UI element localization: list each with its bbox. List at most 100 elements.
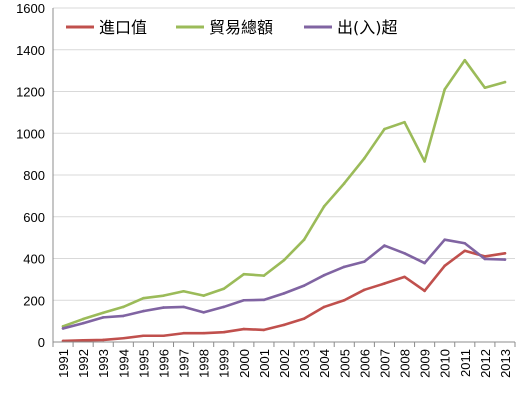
data-point-2-1993	[101, 316, 105, 319]
data-point-1-2009	[423, 160, 426, 163]
data-point-2-2012	[483, 257, 487, 261]
data-point-0-1999	[222, 330, 226, 334]
series-layer	[61, 58, 507, 343]
data-point-1-1993	[101, 311, 105, 315]
y-tick-label-600: 600	[23, 210, 45, 225]
data-point-2-1991	[61, 327, 65, 330]
series-line-1	[61, 58, 507, 328]
data-point-1-1997	[182, 289, 185, 293]
y-tick-label-200: 200	[23, 293, 45, 308]
data-point-1-2003	[302, 238, 306, 242]
data-point-2-1995	[142, 309, 145, 313]
data-point-0-1993	[101, 338, 105, 342]
x-tick-label-2006: 2006	[357, 349, 372, 378]
x-tick-label-1997: 1997	[177, 349, 192, 378]
axis-layer: 0 200 400 600 800 1000 1200 1400 1600 1991 1992 199…	[16, 1, 516, 378]
x-tick-label-1991: 1991	[56, 349, 71, 378]
data-point-2-2002	[282, 292, 286, 295]
data-point-2-2011	[463, 241, 467, 245]
x-tick-label-1995: 1995	[136, 349, 151, 378]
data-point-1-2010	[443, 88, 446, 91]
data-point-0-2004	[322, 305, 326, 309]
legend-label-2: 出(入)超	[337, 18, 398, 37]
data-point-1-1995	[142, 296, 145, 300]
data-point-2-2001	[262, 298, 266, 302]
x-tick-label-2001: 2001	[257, 349, 272, 378]
data-point-0-2005	[342, 298, 346, 302]
data-point-1-2012	[483, 86, 487, 90]
x-tick-label-2009: 2009	[418, 349, 433, 378]
data-point-2-1998	[202, 311, 205, 314]
data-point-1-1998	[202, 294, 205, 297]
x-tick-label-2002: 2002	[277, 349, 292, 378]
data-point-2-2000	[242, 298, 246, 302]
data-point-0-1998	[202, 331, 205, 335]
x-tick-label-1994: 1994	[116, 349, 131, 378]
data-point-0-1994	[122, 336, 125, 340]
legend-label-1: 貿易總額	[209, 18, 273, 37]
data-point-0-2006	[363, 288, 366, 292]
data-point-1-1994	[122, 305, 125, 309]
data-point-0-2010	[443, 264, 446, 268]
x-tick-label-2008: 2008	[398, 349, 413, 378]
data-point-0-2008	[403, 275, 406, 279]
series-line-0	[61, 249, 507, 343]
data-point-2-2006	[363, 260, 366, 263]
data-point-2-1996	[162, 306, 165, 309]
legend: 進口值 貿易總額 出(入)超	[66, 18, 398, 37]
data-point-0-2013	[503, 251, 507, 255]
data-point-0-1997	[182, 331, 185, 335]
data-point-0-2000	[242, 327, 246, 331]
y-tick-label-0: 0	[38, 335, 45, 350]
data-point-1-1992	[81, 317, 85, 321]
data-point-1-2007	[383, 127, 386, 131]
data-point-1-2013	[503, 80, 507, 84]
data-point-0-1992	[81, 339, 85, 342]
y-tick-label-800: 800	[23, 168, 45, 183]
grid-layer	[53, 7, 515, 301]
data-point-1-1999	[222, 287, 226, 291]
data-point-2-1999	[222, 305, 226, 309]
data-point-1-2005	[342, 182, 346, 185]
data-point-2-2013	[503, 258, 507, 261]
data-point-1-2008	[403, 120, 406, 124]
data-point-2-2010	[443, 238, 446, 242]
x-tick-label-2010: 2010	[438, 349, 453, 378]
data-point-0-2007	[383, 282, 386, 285]
data-point-0-2011	[463, 249, 467, 253]
legend-label-0: 進口值	[99, 18, 147, 37]
data-point-1-1996	[162, 294, 165, 297]
y-tick-label-1000: 1000	[16, 126, 45, 141]
data-point-0-1995	[142, 334, 145, 338]
data-point-1-2002	[282, 258, 286, 262]
data-point-0-2001	[262, 328, 266, 332]
data-point-2-2007	[383, 244, 386, 247]
data-point-2-1994	[122, 314, 125, 318]
x-tick-label-2005: 2005	[337, 349, 352, 378]
y-tick-label-400: 400	[23, 252, 45, 267]
y-tick-label-1200: 1200	[16, 85, 45, 100]
x-tick-label-1996: 1996	[156, 349, 171, 378]
data-point-1-2006	[363, 157, 366, 160]
data-point-1-2001	[262, 274, 266, 277]
data-point-2-2003	[302, 284, 306, 287]
data-point-2-1997	[182, 305, 185, 309]
x-tick-label-2013: 2013	[498, 349, 513, 378]
x-tick-label-2004: 2004	[317, 349, 332, 378]
x-tick-label-2007: 2007	[377, 349, 392, 378]
x-tick-label-2012: 2012	[478, 349, 493, 378]
x-tick-label-1992: 1992	[76, 349, 91, 378]
data-point-1-2011	[463, 58, 467, 62]
data-point-0-2003	[302, 317, 306, 320]
x-tick-label-2000: 2000	[237, 349, 252, 378]
x-tick-label-1999: 1999	[217, 349, 232, 378]
x-tick-label-1993: 1993	[96, 349, 111, 378]
data-point-0-2002	[282, 323, 286, 327]
y-tick-label-1400: 1400	[16, 43, 45, 58]
data-point-0-2009	[423, 289, 426, 293]
data-point-2-2009	[423, 261, 426, 265]
data-point-1-2004	[322, 205, 326, 208]
series-line-2	[61, 238, 507, 330]
